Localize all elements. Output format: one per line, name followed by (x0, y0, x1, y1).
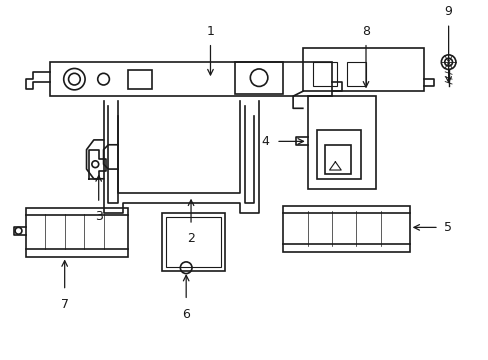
Bar (307, 96, 375, 189)
Bar (165, 217, 221, 267)
Bar (302, 48, 424, 91)
Text: 7: 7 (61, 298, 68, 311)
Text: 3: 3 (95, 210, 102, 223)
Bar (50, 62, 331, 96)
Bar (283, 206, 409, 252)
Text: 1: 1 (206, 25, 214, 38)
Bar (127, 71, 152, 89)
Text: 4: 4 (261, 135, 268, 148)
Bar (346, 62, 365, 86)
Text: 9: 9 (444, 5, 451, 18)
Text: 2: 2 (187, 232, 195, 245)
Bar (312, 62, 336, 86)
Bar (324, 145, 351, 174)
Text: 6: 6 (182, 307, 190, 320)
Bar (234, 62, 283, 94)
Text: 5: 5 (443, 221, 451, 234)
Text: 8: 8 (361, 25, 369, 38)
Bar (26, 208, 127, 257)
Bar (317, 130, 361, 179)
Bar (162, 213, 224, 271)
